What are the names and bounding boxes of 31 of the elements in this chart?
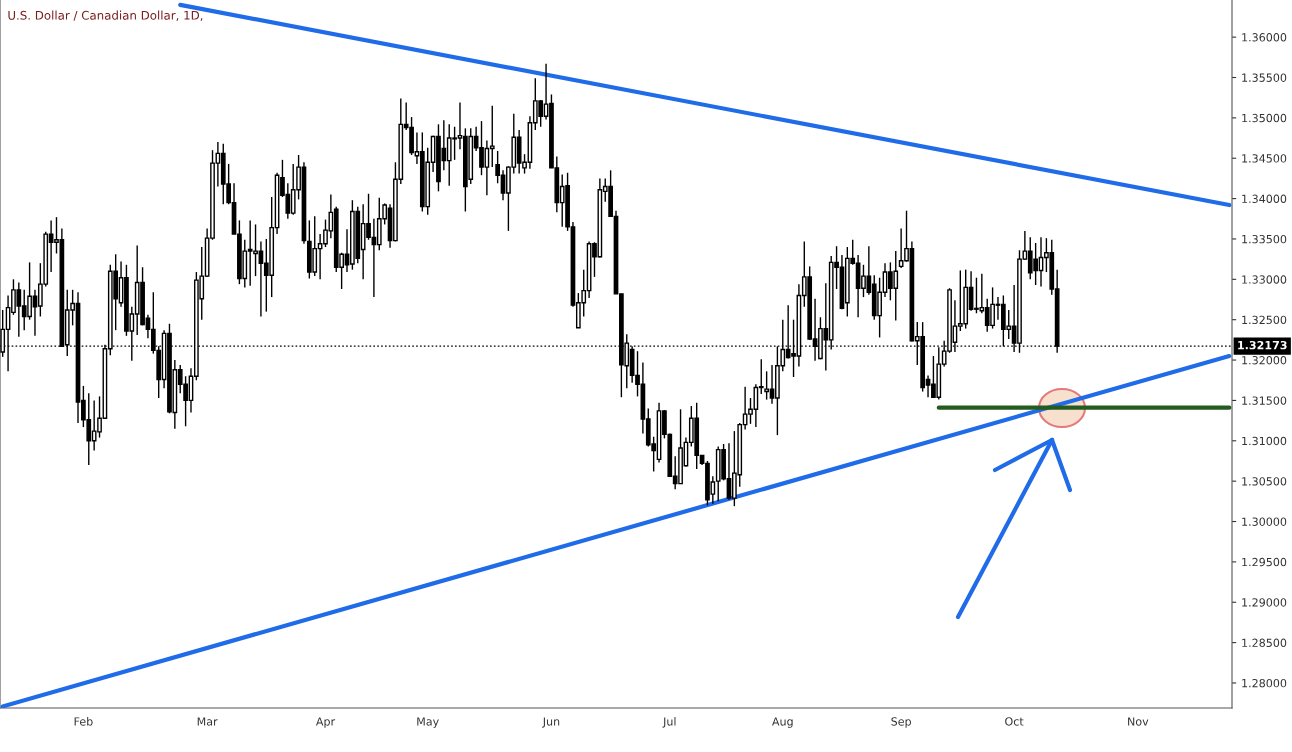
y-tick-label: 1.32000 <box>1242 356 1287 365</box>
y-tick-label: 1.32500 <box>1242 315 1287 325</box>
y-tick-label: 1.31000 <box>1242 436 1287 446</box>
ref-line-label: 1.32173 <box>1238 340 1287 350</box>
y-tick-label: 1.33000 <box>1242 275 1287 284</box>
y-tick-label: 1.35000 <box>1242 113 1287 123</box>
y-tick-label: 1.36000 <box>1242 33 1287 42</box>
y-tick-label: 1.30000 <box>1242 517 1287 526</box>
x-tick-label: Sep <box>891 717 911 728</box>
x-tick-label: Apr <box>315 717 336 728</box>
x-tick-label: Nov <box>1128 717 1149 726</box>
y-tick-label: 1.34500 <box>1242 154 1287 163</box>
x-tick-label: Jul <box>662 717 676 728</box>
x-tick-label: Feb <box>74 717 93 726</box>
x-tick-label: Oct <box>1005 717 1024 726</box>
x-tick-label: May <box>417 717 439 728</box>
candlestick <box>489 105 495 168</box>
y-tick-label: 1.29000 <box>1242 598 1287 607</box>
y-tick-label: 1.35500 <box>1242 73 1287 82</box>
y-tick-label: 1.28000 <box>1242 678 1287 688</box>
y-tick-label: 1.28500 <box>1242 638 1287 647</box>
y-tick-label: 1.33500 <box>1242 234 1287 244</box>
y-tick-label: 1.34000 <box>1242 194 1287 203</box>
text: U.S. Dollar / Canadian Dollar, 1D, <box>8 10 203 21</box>
x-tick-label: Mar <box>197 717 218 726</box>
x-tick-label: Jun <box>542 717 560 728</box>
x-tick-label: Aug <box>772 717 793 728</box>
y-tick-label: 1.30500 <box>1242 477 1287 486</box>
y-tick-label: 1.29500 <box>1242 557 1287 567</box>
candlestick <box>764 370 770 401</box>
y-tick-label: 1.31500 <box>1242 396 1287 405</box>
